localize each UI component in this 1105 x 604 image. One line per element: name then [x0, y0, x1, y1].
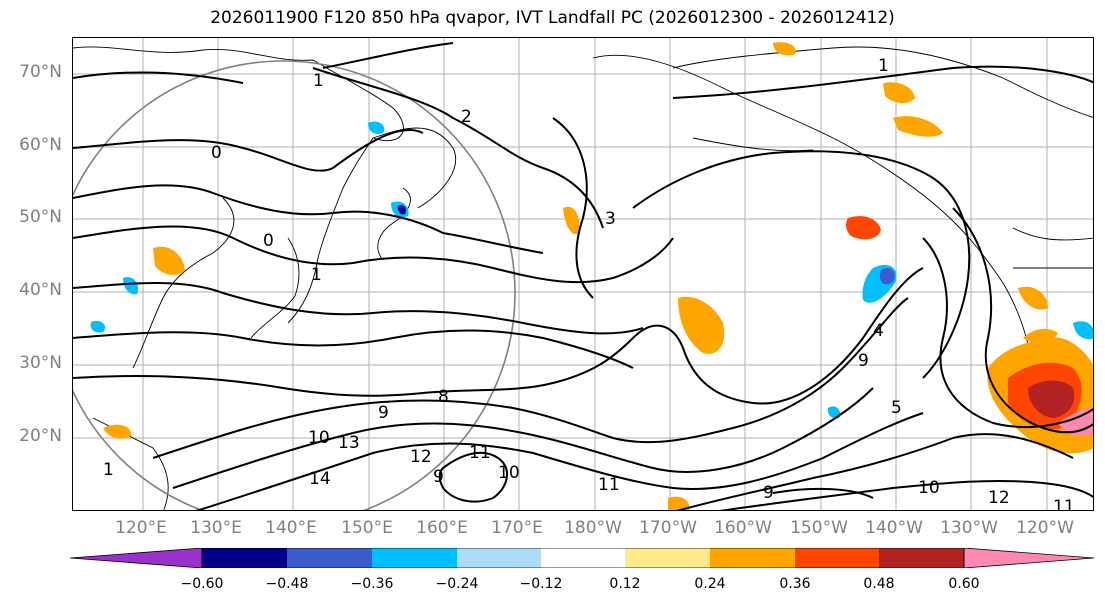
contour-label: 9: [378, 403, 389, 423]
contour-label: 4: [873, 321, 884, 341]
colorbar-tick: −0.24: [435, 576, 479, 592]
lon-label-140e: 140°E: [265, 518, 317, 538]
map-title: 2026011900 F120 850 hPa qvapor, IVT Land…: [210, 8, 895, 28]
contour-label: 1: [878, 56, 889, 76]
colorbar-segment: [625, 548, 710, 568]
colorbar-tick: −0.36: [350, 576, 394, 592]
contour-label: 11: [598, 475, 620, 495]
lon-label-160e: 160°E: [416, 518, 468, 538]
lon-label-120e: 120°E: [115, 518, 167, 538]
graticule: [73, 38, 1093, 510]
colorbar-segment: [372, 548, 457, 568]
ivt-landfall-circle: [73, 60, 516, 510]
colorbar-tick: 0.12: [609, 576, 641, 592]
lat-label-70n: 70°N: [19, 62, 62, 82]
lat-label-20n: 20°N: [19, 426, 62, 446]
colorbar-segment: [710, 548, 795, 568]
contour-label: 11: [469, 443, 491, 463]
coastlines: [73, 46, 1093, 510]
contour-label: 8: [438, 387, 449, 407]
contour-label: 3: [605, 209, 616, 229]
contour-label: 1: [103, 460, 114, 480]
contour-lines: [73, 42, 1093, 510]
lon-label-150w: 150°W: [790, 518, 848, 538]
colorbar-tick: −0.60: [180, 576, 224, 592]
lat-label-30n: 30°N: [19, 353, 62, 373]
contour-label: 10: [308, 428, 330, 448]
colorbar-segment: [457, 548, 541, 568]
contour-label: 11: [1053, 497, 1075, 511]
contour-label: 14: [309, 469, 331, 489]
colorbar-segment: [795, 548, 879, 568]
colorbar-segment: [879, 548, 964, 568]
colorbar-segment: [541, 548, 625, 568]
contour-labels: 1 1 2 0 0 3 1 9 8 10 13 14 12 11 10 11 9…: [103, 56, 1075, 511]
contour-label: 2: [461, 107, 472, 127]
contour-label: 5: [891, 398, 902, 418]
colorbar: [70, 548, 1095, 568]
colorbar-tick: 0.24: [694, 576, 726, 592]
colorbar-outline-max: [963, 548, 1095, 568]
contour-label: 0: [211, 143, 222, 163]
colorbar-tick: −0.12: [519, 576, 563, 592]
contour-label: 0: [263, 231, 274, 251]
colorbar-tick: 0.48: [863, 576, 895, 592]
contour-label: 12: [410, 447, 432, 467]
contour-label: 12: [988, 488, 1010, 508]
lat-label-50n: 50°N: [19, 207, 62, 227]
lat-label-40n: 40°N: [19, 280, 62, 300]
map-panel: 1 1 2 0 0 3 1 9 8 10 13 14 12 11 10 11 9…: [72, 37, 1094, 511]
lon-label-160w: 160°W: [714, 518, 772, 538]
contour-label: 9: [763, 483, 774, 503]
lon-label-170w: 170°W: [639, 518, 697, 538]
map-canvas: 1 1 2 0 0 3 1 9 8 10 13 14 12 11 10 11 9…: [73, 38, 1093, 511]
lon-label-130e: 130°E: [190, 518, 242, 538]
contour-label: 9: [858, 351, 869, 371]
lon-label-130w: 130°W: [940, 518, 998, 538]
contour-label: 1: [313, 71, 324, 91]
contour-label: 10: [498, 463, 520, 483]
contour-label: 10: [918, 478, 940, 498]
contour-label: 9: [433, 467, 444, 487]
lon-label-120w: 120°W: [1016, 518, 1074, 538]
lon-label-140w: 140°W: [865, 518, 923, 538]
lon-label-170e: 170°E: [491, 518, 543, 538]
colorbar-segment: [202, 548, 287, 568]
colorbar-tick: 0.60: [948, 576, 980, 592]
contour-label: 13: [338, 433, 360, 453]
lat-label-60n: 60°N: [19, 135, 62, 155]
colorbar-tick: 0.36: [779, 576, 811, 592]
lon-label-180w: 180°W: [564, 518, 622, 538]
colorbar-extend-min: [70, 548, 202, 568]
colorbar-tick: −0.48: [265, 576, 309, 592]
colorbar-extend-max: [964, 548, 1094, 568]
lon-label-150e: 150°E: [341, 518, 393, 538]
colorbar-segment: [287, 548, 372, 568]
contour-label: 1: [311, 265, 322, 285]
